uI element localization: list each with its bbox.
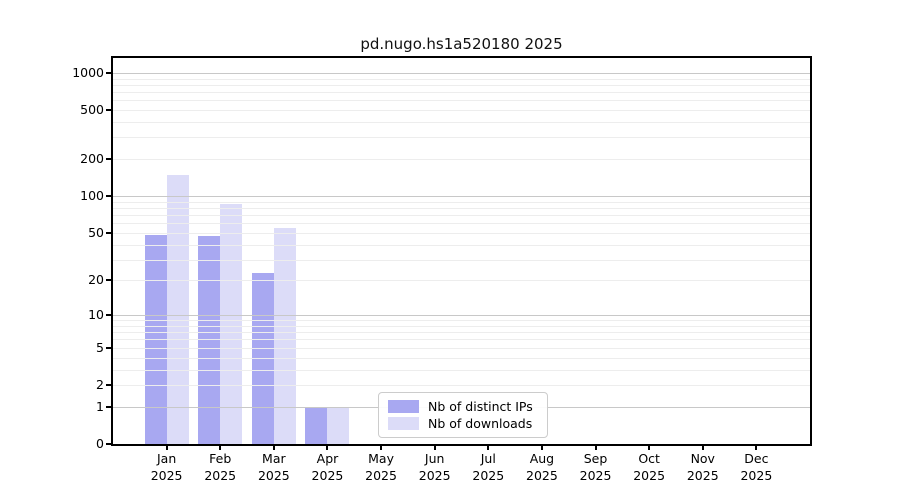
x-tick-label: Oct 2025 xyxy=(633,451,666,483)
bars-layer xyxy=(113,58,810,444)
y-tick xyxy=(106,443,113,445)
y-tick-label: 1000 xyxy=(72,64,104,80)
gridline-minor xyxy=(113,122,810,124)
x-tick xyxy=(219,445,222,450)
gridline-minor xyxy=(113,215,810,217)
gridline-major xyxy=(113,72,810,74)
x-tick xyxy=(326,445,329,450)
gridline-major xyxy=(113,196,810,198)
x-tick xyxy=(433,445,436,450)
y-tick xyxy=(106,279,113,282)
x-tick xyxy=(594,445,597,450)
gridline-minor xyxy=(113,137,810,139)
gridline-minor xyxy=(113,84,810,86)
x-tick xyxy=(540,445,543,450)
gridline-minor xyxy=(113,223,810,225)
x-tick-label: Nov 2025 xyxy=(686,451,719,483)
axes-frame xyxy=(111,56,812,446)
legend-swatch-distinct-ips xyxy=(388,400,419,413)
y-tick xyxy=(106,109,113,112)
y-tick-label: 10 xyxy=(88,307,104,323)
gridline-minor xyxy=(113,320,810,322)
plot-area xyxy=(113,58,810,444)
y-tick xyxy=(106,158,113,161)
gridline-minor xyxy=(113,110,810,112)
x-tick xyxy=(755,445,758,450)
bar-downloads xyxy=(327,406,350,444)
bar-downloads xyxy=(220,203,243,444)
y-tick-label: 50 xyxy=(88,224,104,240)
x-tick-label: Apr 2025 xyxy=(311,451,344,483)
x-tick-label: Aug 2025 xyxy=(526,451,558,483)
legend-item-downloads: Nb of downloads xyxy=(388,415,538,432)
gridline-minor xyxy=(113,232,810,234)
x-tick-label: Feb 2025 xyxy=(204,451,237,483)
legend-label-distinct-ips: Nb of distinct IPs xyxy=(428,399,533,414)
gridline-minor xyxy=(113,384,810,386)
legend-label-downloads: Nb of downloads xyxy=(428,416,533,431)
gridline-major xyxy=(113,315,810,317)
gridline-minor xyxy=(113,159,810,161)
y-tick-label: 200 xyxy=(80,151,104,167)
gridline-minor xyxy=(113,347,810,349)
y-tick xyxy=(106,383,113,386)
legend-item-distinct-ips: Nb of distinct IPs xyxy=(388,398,538,415)
x-tick-label: Jul 2025 xyxy=(472,451,505,483)
y-tick-label: 2 xyxy=(96,376,104,392)
gridline-minor xyxy=(113,332,810,334)
gridline-minor xyxy=(113,339,810,341)
gridline-minor xyxy=(113,325,810,327)
gridline-minor xyxy=(113,92,810,94)
legend: Nb of distinct IPs Nb of downloads xyxy=(378,392,548,438)
y-tick-label: 5 xyxy=(96,339,104,355)
x-tick-label: Mar 2025 xyxy=(257,451,290,483)
x-tick-label: May 2025 xyxy=(365,451,397,483)
gridline-minor xyxy=(113,369,810,371)
legend-swatch-downloads xyxy=(388,417,419,430)
y-tick xyxy=(106,314,113,317)
y-tick xyxy=(106,405,113,408)
y-tick xyxy=(106,231,113,234)
bar-downloads xyxy=(273,227,296,444)
chart-title: pd.nugo.hs1a520180 2025 xyxy=(360,35,563,53)
y-tick xyxy=(106,71,113,74)
gridline-minor xyxy=(113,207,810,209)
y-tick-label: 500 xyxy=(80,102,104,118)
gridline-minor xyxy=(113,357,810,359)
x-tick xyxy=(487,445,490,450)
x-tick xyxy=(701,445,704,450)
gridline-minor xyxy=(113,280,810,282)
y-tick-label: 20 xyxy=(88,272,104,288)
x-tick-label: Dec 2025 xyxy=(740,451,773,483)
gridline-minor xyxy=(113,100,810,102)
y-tick xyxy=(106,346,113,349)
gridline-minor xyxy=(113,259,810,261)
x-tick-label: Sep 2025 xyxy=(579,451,612,483)
y-tick-label: 1 xyxy=(96,398,104,414)
y-tick-label: 100 xyxy=(80,188,104,204)
gridline-minor xyxy=(113,244,810,246)
x-tick xyxy=(380,445,383,450)
x-tick-label: Jan 2025 xyxy=(150,451,183,483)
x-tick xyxy=(272,445,275,450)
y-tick xyxy=(106,195,113,198)
x-tick xyxy=(165,445,168,450)
gridline-minor xyxy=(113,201,810,203)
x-tick-label: Jun 2025 xyxy=(418,451,451,483)
y-tick-label: 0 xyxy=(96,436,104,451)
gridline-minor xyxy=(113,78,810,80)
bar-downloads xyxy=(166,175,189,444)
x-tick xyxy=(648,445,651,450)
bar-distinct-ips xyxy=(305,406,328,444)
